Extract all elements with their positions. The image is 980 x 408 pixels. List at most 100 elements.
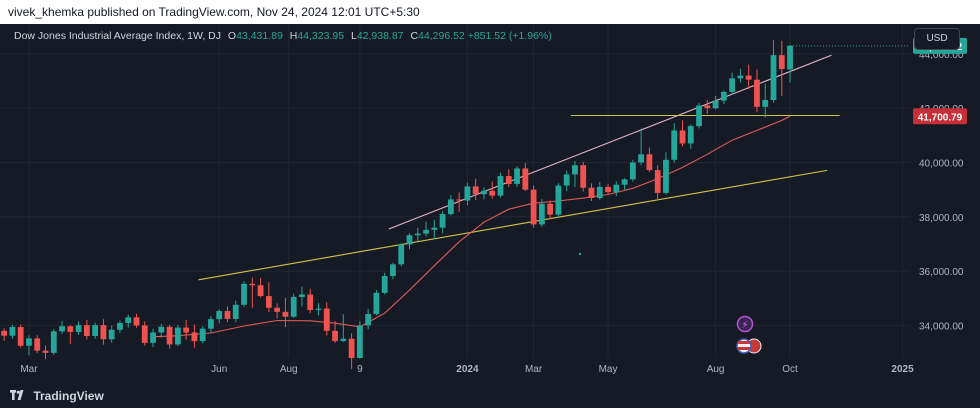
candle-down xyxy=(133,317,140,326)
candle-up xyxy=(720,91,727,101)
candle-up xyxy=(406,235,413,245)
candle-up xyxy=(514,168,520,184)
candle-down xyxy=(505,176,512,184)
candle-up xyxy=(596,186,603,199)
x-tick-label: Mar xyxy=(20,364,38,375)
candle-up xyxy=(621,179,628,185)
candle-up xyxy=(431,227,438,230)
high-value: 44,323.95 xyxy=(297,30,345,42)
candle-up xyxy=(563,174,570,186)
candle-up xyxy=(108,329,115,340)
candle-up xyxy=(572,165,578,175)
x-tick-label: Mar xyxy=(525,364,543,375)
candle-up xyxy=(208,319,214,329)
candle-down xyxy=(166,326,173,345)
x-tick-label: Jun xyxy=(211,364,227,375)
candle-up xyxy=(439,214,446,228)
candle-down xyxy=(580,165,587,188)
symbol-title: Dow Jones Industrial Average Index, 1W, … xyxy=(14,30,221,42)
x-tick-label: 2024 xyxy=(456,364,479,375)
candle-up xyxy=(787,45,793,70)
candle-down xyxy=(654,170,661,193)
candle-down xyxy=(332,330,338,342)
candle-up xyxy=(629,162,636,180)
candle-up xyxy=(9,327,16,336)
candle-up xyxy=(414,233,421,236)
brand[interactable]: TradingView xyxy=(10,388,104,403)
tradingview-logo-icon xyxy=(10,389,26,403)
candle-down xyxy=(191,332,198,342)
candle-up xyxy=(538,203,545,225)
candle-up xyxy=(464,186,471,201)
candle-up xyxy=(638,154,645,163)
moving-average-line xyxy=(152,115,791,338)
low-value: 42,938.87 xyxy=(356,30,404,42)
close-value: 44,296.52 xyxy=(418,30,465,42)
candle-down xyxy=(141,325,148,343)
chart-panel[interactable]: 34,000.0036,000.0038,000.0040,000.0042,0… xyxy=(0,24,980,408)
candle-up xyxy=(671,130,678,160)
candle-up xyxy=(447,199,454,215)
candle-up xyxy=(729,78,736,92)
candle-down xyxy=(745,75,752,80)
candle-up xyxy=(174,327,181,345)
candle-down xyxy=(1,330,8,336)
candle-down xyxy=(83,325,90,337)
y-tick-label: 38,000.00 xyxy=(919,213,964,224)
publish-info: vivek_khemka published on TradingView.co… xyxy=(8,5,420,19)
close-label: C xyxy=(410,30,419,42)
candle-up xyxy=(481,190,487,195)
brand-name: TradingView xyxy=(33,388,104,403)
candle-down xyxy=(679,130,686,144)
candle-down xyxy=(522,168,529,190)
candle-up xyxy=(663,159,669,193)
candle-up xyxy=(696,105,702,127)
candle-down xyxy=(704,105,711,109)
candle-down xyxy=(456,199,463,201)
ohlc-legend: Dow Jones Industrial Average Index, 1W, … xyxy=(14,30,552,42)
candle-up xyxy=(356,325,363,358)
candle-down xyxy=(348,338,355,358)
candle-down xyxy=(67,326,74,332)
candle-up xyxy=(232,304,239,319)
open-label: O xyxy=(227,30,237,42)
y-tick-label: 36,000.00 xyxy=(919,267,964,278)
candle-up xyxy=(497,176,504,196)
candle-down xyxy=(605,186,611,193)
x-tick-label: Aug xyxy=(707,364,725,375)
candle-up xyxy=(398,244,405,265)
candle-up xyxy=(59,326,65,332)
us-flag-stripe xyxy=(738,341,750,344)
candle-up xyxy=(340,338,347,342)
candle-up xyxy=(762,100,769,107)
candle-down xyxy=(274,307,281,312)
candle-down xyxy=(17,327,24,346)
candle-down xyxy=(323,308,330,331)
candle-down xyxy=(778,55,785,70)
candle-up xyxy=(199,328,206,342)
candle-down xyxy=(224,311,231,319)
x-tick-label: May xyxy=(599,364,618,375)
earnings-event-icon xyxy=(736,315,754,333)
x-tick-label: 9 xyxy=(357,364,363,375)
candle-up xyxy=(50,331,57,353)
candle-up xyxy=(117,322,123,330)
price-chart[interactable]: 34,000.0036,000.0038,000.0040,000.0042,0… xyxy=(0,24,980,382)
candle-down xyxy=(472,186,479,195)
candle-down xyxy=(42,350,49,353)
candle-up xyxy=(613,184,620,193)
candle-up xyxy=(26,338,32,346)
candle-down xyxy=(183,327,190,333)
candle-up xyxy=(687,126,694,144)
candle-down xyxy=(489,190,496,196)
candle-down xyxy=(307,294,314,310)
lightning-icon: ⚡ xyxy=(741,320,748,331)
candle-up xyxy=(390,264,396,276)
currency-button[interactable]: USD xyxy=(914,28,960,50)
x-tick-label: Aug xyxy=(280,364,298,375)
candle-up xyxy=(241,283,247,305)
publish-header: vivek_khemka published on TradingView.co… xyxy=(0,0,980,24)
candle-up xyxy=(381,275,388,293)
candle-down xyxy=(257,285,264,297)
candle-down xyxy=(547,203,554,215)
